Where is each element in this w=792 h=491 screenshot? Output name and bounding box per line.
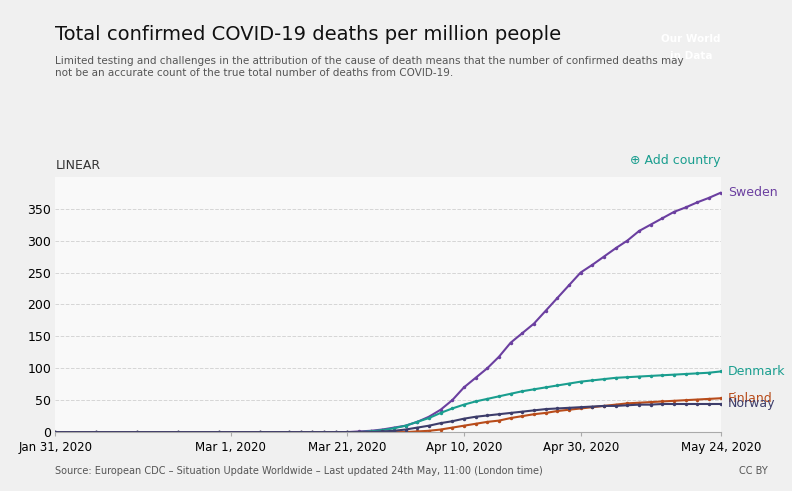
Text: Total confirmed COVID-19 deaths per million people: Total confirmed COVID-19 deaths per mill… (55, 25, 562, 44)
Text: Sweden: Sweden (728, 186, 777, 199)
Text: LINEAR: LINEAR (55, 159, 101, 172)
Text: Denmark: Denmark (728, 365, 785, 378)
Text: ⊕ Add country: ⊕ Add country (630, 154, 721, 166)
Text: Source: European CDC – Situation Update Worldwide – Last updated 24th May, 11:00: Source: European CDC – Situation Update … (55, 466, 543, 476)
Text: in Data: in Data (670, 52, 712, 61)
Text: Limited testing and challenges in the attribution of the cause of death means th: Limited testing and challenges in the at… (55, 56, 684, 78)
Text: Norway: Norway (728, 398, 775, 410)
Text: Finland: Finland (728, 392, 772, 405)
Text: Our World: Our World (661, 34, 721, 44)
Text: CC BY: CC BY (740, 466, 768, 476)
